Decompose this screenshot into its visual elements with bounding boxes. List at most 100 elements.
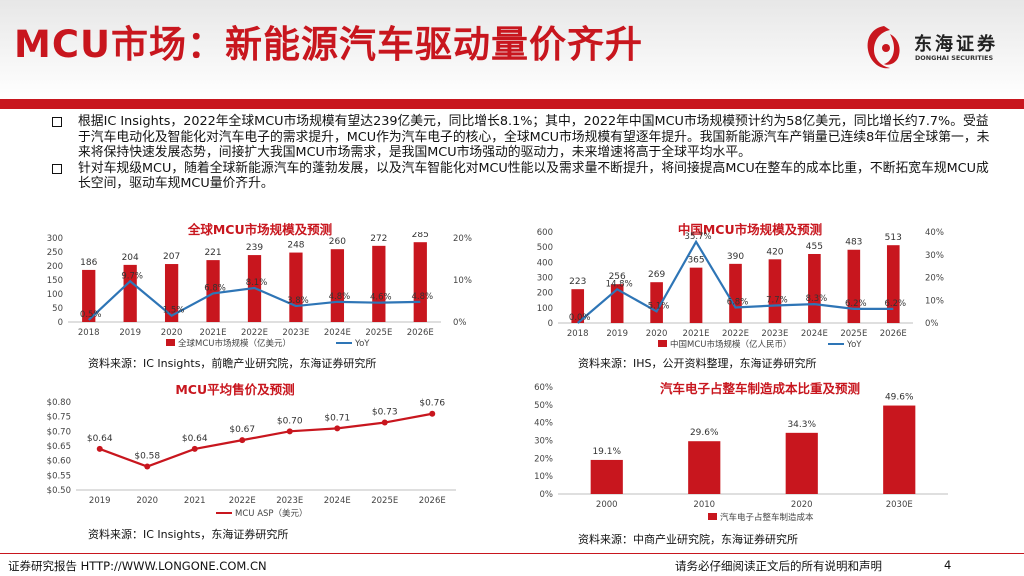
yoy-value-label: 0.5%	[80, 310, 102, 320]
asp-value-label: $0.71	[324, 413, 350, 423]
bar-value-label: 207	[163, 252, 180, 262]
y-tick-label: $0.60	[47, 457, 71, 467]
x-tick-label: 2024E	[324, 328, 351, 338]
source-note-asp: 资料来源：IC Insights，东海证券研究所	[88, 528, 289, 541]
y-tick-label: 0%	[540, 490, 554, 500]
x-tick-label: 2022E	[241, 328, 268, 338]
y-tick-label: 0	[548, 319, 553, 329]
y2-tick-label: 30%	[925, 251, 944, 261]
bar	[689, 267, 703, 323]
y-tick-label: $0.80	[47, 398, 71, 408]
yoy-value-label: 4.8%	[329, 292, 351, 302]
y-tick-label: 100	[47, 290, 63, 300]
x-tick-label: 2019	[89, 496, 111, 506]
x-tick-label: 2025E	[365, 328, 392, 338]
x-tick-label: 2023E	[276, 496, 303, 506]
asp-value-label: $0.64	[87, 434, 113, 444]
x-tick-label: 2030E	[886, 500, 913, 510]
bar	[688, 441, 721, 494]
y-tick-label: 50	[52, 304, 63, 314]
y-tick-label: 150	[47, 276, 63, 286]
yoy-value-label: 8.3%	[806, 294, 828, 304]
y-tick-label: 600	[537, 228, 553, 238]
bar-value-label: 420	[766, 247, 783, 257]
x-tick-label: 2026E	[880, 329, 907, 339]
bar	[206, 260, 220, 322]
asp-value-label: $0.58	[134, 452, 160, 462]
x-tick-label: 2018	[78, 328, 100, 338]
logo-text-cn: 东海证券	[914, 34, 998, 55]
y2-tick-label: 10%	[453, 276, 472, 286]
yoy-line	[87, 279, 421, 321]
bar	[289, 252, 303, 322]
legend-swatch-bar	[658, 340, 667, 347]
chart-auto-electronics-share: 0% 10% 20% 30% 40% 50% 60% 19.1% 2000 29.6% 2010 34…	[534, 383, 948, 523]
x-tick-label: 2018	[567, 329, 589, 339]
legend-swatch-bar	[166, 339, 175, 346]
bar	[123, 264, 137, 322]
x-tick-label: 2023E	[761, 329, 788, 339]
bar-value-label: 256	[609, 272, 626, 282]
bar-value-label: 365	[687, 256, 704, 266]
bar-value-label: 248	[287, 241, 304, 251]
x-tick-label: 2021E	[200, 328, 227, 338]
asp-point	[239, 437, 246, 444]
bullet-list: 根据IC Insights，2022年全球MCU市场规模有望达239亿美元，同比…	[52, 114, 992, 192]
yoy-value-label: 4.6%	[370, 293, 392, 303]
y2-tick-label: 0%	[925, 319, 939, 329]
y-tick-label: 0	[58, 318, 63, 328]
bar-value-label: 29.6%	[690, 428, 719, 438]
bar-value-label: 186	[80, 258, 97, 268]
bullet-text: 针对车规级MCU，随着全球新能源汽车的蓬勃发展，以及汽车智能化对MCU性能以及需…	[78, 160, 989, 192]
yoy-value-label: 6.8%	[204, 283, 226, 293]
chart-title-global-mcu: 全球MCU市场规模及预测	[187, 222, 333, 237]
logo-emblem-icon	[867, 26, 900, 69]
footer-divider	[0, 553, 1024, 554]
asp-point	[96, 445, 103, 452]
bar	[571, 289, 585, 323]
x-tick-label: 2022E	[229, 496, 256, 506]
y-tick-label: 250	[47, 248, 63, 258]
legend-label-bar: 中国MCU市场规模（亿人民币）	[670, 339, 792, 350]
asp-point	[191, 445, 198, 452]
page-title: MCU市场：新能源汽车驱动量价齐升	[14, 23, 644, 66]
chart-global-mcu-market: 0 50 100 150 200 250 300 0% 10% 20% 186 2018 204 2019…	[47, 232, 472, 349]
bar	[729, 263, 742, 323]
bar-value-label: 221	[204, 248, 221, 258]
page-number: 4	[944, 558, 952, 572]
bar	[847, 249, 861, 323]
bar	[650, 282, 663, 323]
y-tick-label: 30%	[534, 437, 553, 447]
x-tick-label: 2021E	[683, 329, 710, 339]
y-tick-label: $0.70	[47, 427, 71, 437]
x-tick-label: 2022E	[722, 329, 749, 339]
source-note-china: 资料来源：IHS，公开资料整理，东海证券研究所	[578, 357, 817, 370]
yoy-value-label: 0.0%	[569, 313, 591, 323]
x-tick-label: 2025E	[840, 329, 867, 339]
y-tick-label: 300	[537, 274, 553, 284]
bar	[610, 284, 624, 323]
header-band	[0, 0, 1024, 100]
yoy-value-label: 6.2%	[845, 299, 867, 309]
asp-value-label: $0.70	[277, 416, 303, 426]
source-note-global: 资料来源：IC Insights，前瞻产业研究院，东海证券研究所	[88, 357, 377, 370]
y2-tick-label: 20%	[925, 274, 944, 284]
bar-value-label: 390	[727, 252, 744, 262]
x-tick-label: 2023E	[282, 328, 309, 338]
bar	[883, 405, 916, 494]
y-tick-label: 200	[537, 289, 553, 299]
y-tick-label: 500	[537, 243, 553, 253]
asp-line	[99, 412, 433, 468]
bullet-item: 根据IC Insights，2022年全球MCU市场规模有望达239亿美元，同比…	[52, 114, 992, 161]
bar-value-label: 285	[412, 232, 429, 240]
checkbox-bullet-icon	[52, 117, 62, 127]
yoy-value-label: 1.5%	[163, 306, 185, 316]
x-tick-label: 2025E	[371, 496, 398, 506]
asp-value-label: $0.76	[419, 399, 445, 409]
yoy-value-label: 5.1%	[648, 301, 670, 311]
y-tick-label: 300	[47, 234, 63, 244]
x-tick-label: 2020	[791, 500, 813, 510]
asp-value-label: $0.73	[372, 408, 398, 418]
y2-tick-label: 40%	[925, 228, 944, 238]
yoy-value-label: 8.1%	[246, 278, 268, 288]
